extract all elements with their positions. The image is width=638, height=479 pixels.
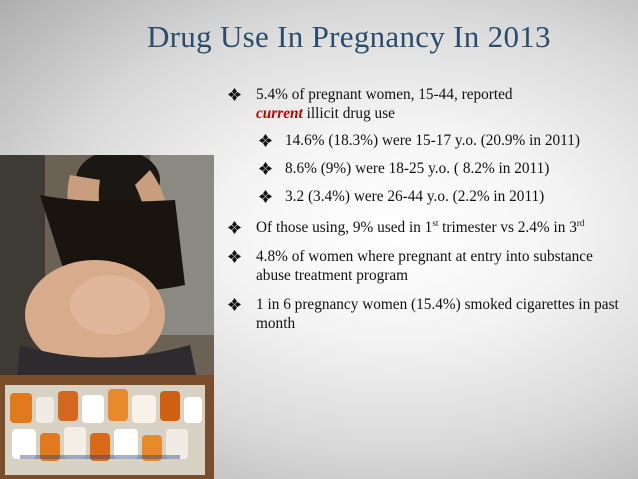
- bullet-item: Of those using, 9% used in 1st trimester…: [228, 218, 623, 237]
- bullet-text: illicit drug use: [302, 105, 395, 122]
- bullet-item: 5.4% of pregnant women, 15-44, reported c…: [228, 85, 623, 123]
- diamond-bullet-icon: [228, 218, 256, 237]
- diamond-bullet-icon: [259, 131, 285, 150]
- diamond-bullet-icon: [228, 247, 256, 266]
- diamond-bullet-icon: [259, 159, 285, 178]
- sub-bullet-text: 8.6% (9%) were 18-25 y.o. ( 8.2% in 2011…: [285, 160, 550, 177]
- bullet-text: 4.8% of women where pregnant at entry in…: [256, 248, 593, 284]
- slide-title: Drug Use In Pregnancy In 2013: [147, 19, 551, 54]
- sub-bullet-item: 8.6% (9%) were 18-25 y.o. ( 8.2% in 2011…: [259, 159, 623, 178]
- bullet-item: 1 in 6 pregnancy women (15.4%) smoked ci…: [228, 295, 623, 333]
- bullet-text: trimester vs 2.4% in 3: [438, 219, 577, 236]
- sub-bullet-item: 3.2 (3.4%) were 26-44 y.o. (2.2% in 2011…: [259, 187, 623, 206]
- sub-bullet-text: 3.2 (3.4%) were 26-44 y.o. (2.2% in 2011…: [285, 188, 545, 205]
- sub-bullet-item: 14.6% (18.3%) were 15-17 y.o. (20.9% in …: [259, 131, 623, 150]
- superscript: st: [432, 217, 439, 228]
- bullet-list: 5.4% of pregnant women, 15-44, reported c…: [228, 85, 623, 333]
- pregnant-woman-photo: [0, 155, 214, 479]
- diamond-bullet-icon: [228, 295, 256, 314]
- bullet-item: 4.8% of women where pregnant at entry in…: [228, 247, 623, 285]
- sub-bullet-text: 14.6% (18.3%) were 15-17 y.o. (20.9% in …: [285, 132, 580, 149]
- bullet-text: 5.4% of pregnant women, 15-44, reported: [256, 86, 513, 103]
- diamond-bullet-icon: [259, 187, 285, 206]
- diamond-bullet-icon: [228, 85, 256, 104]
- bullet-text: 1 in 6 pregnancy women (15.4%) smoked ci…: [256, 296, 619, 332]
- bullet-text: Of those using, 9% used in 1: [256, 219, 433, 236]
- superscript: rd: [576, 217, 585, 228]
- emphasis-current: current: [256, 105, 303, 122]
